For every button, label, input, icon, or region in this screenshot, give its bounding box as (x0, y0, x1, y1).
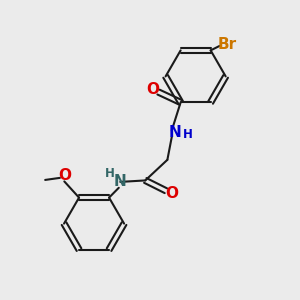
Text: O: O (146, 82, 159, 97)
Text: H: H (183, 128, 193, 141)
Text: N: N (168, 125, 181, 140)
Text: Br: Br (217, 37, 236, 52)
Text: H: H (105, 167, 115, 180)
Text: O: O (165, 186, 178, 201)
Text: O: O (58, 168, 71, 183)
Text: N: N (114, 174, 127, 189)
